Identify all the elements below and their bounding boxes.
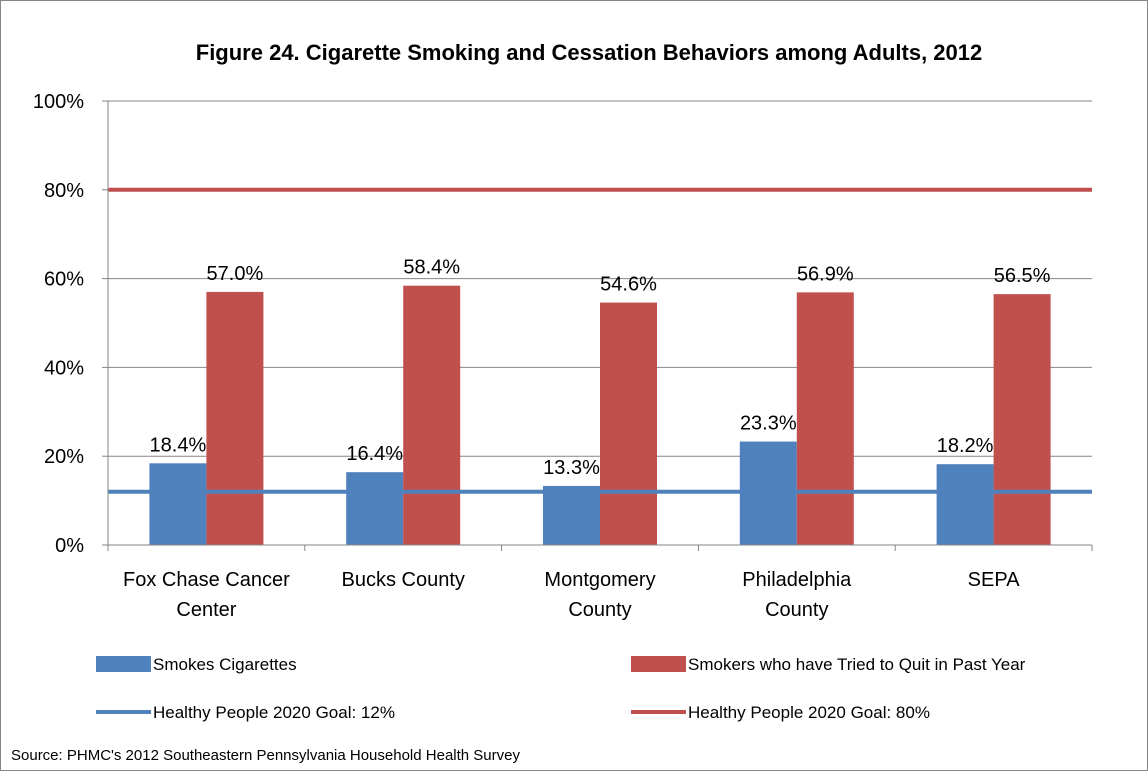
y-tick-label: 80% (44, 180, 84, 202)
category-label: Bucks County (342, 569, 465, 591)
chart-title: Figure 24. Cigarette Smoking and Cessati… (196, 40, 983, 65)
data-label: 54.6% (600, 274, 657, 296)
category-label-line: Montgomery (544, 569, 655, 591)
y-tick-label: 0% (55, 535, 84, 557)
legend: Smokes Cigarettes Smokers who have Tried … (96, 655, 1026, 722)
category-label-line: Fox Chase Cancer (123, 569, 290, 591)
axes: 0% 20% 40% 60% 80% 100% Fox Chase Cancer Center… (33, 91, 1093, 621)
category-label-line: County (568, 599, 631, 621)
legend-swatch (631, 656, 686, 672)
data-label: 56.5% (994, 265, 1051, 287)
goal-lines (108, 187, 1092, 494)
category-label: Philadelphia County (742, 569, 852, 621)
bar-tried-to-quit (403, 285, 461, 545)
category-label-line: County (765, 599, 828, 621)
data-label: 18.2% (937, 435, 994, 457)
category-label-line: Bucks County (342, 569, 465, 591)
category-label-line: SEPA (968, 569, 1021, 591)
bar-tried-to-quit (600, 302, 657, 545)
data-label: 18.4% (150, 434, 207, 456)
category-label: Fox Chase Cancer Center (123, 569, 290, 621)
chart-source: Source: PHMC's 2012 Southeastern Pennsyl… (11, 747, 520, 764)
legend-label: Smokes Cigarettes (153, 655, 297, 674)
y-tick-label: 40% (44, 357, 84, 379)
bar-tried-to-quit (993, 294, 1051, 545)
bar-smokes (936, 464, 994, 545)
y-tick-label: 20% (44, 446, 84, 468)
category-label-line: Philadelphia (742, 569, 852, 591)
bars (149, 285, 1051, 545)
category-label: Montgomery County (544, 569, 655, 621)
bar-smokes (543, 485, 600, 545)
data-label: 23.3% (740, 413, 797, 435)
legend-swatch (96, 656, 151, 672)
bar-tried-to-quit (796, 292, 854, 545)
bar-smokes (149, 463, 207, 545)
data-label: 57.0% (207, 263, 264, 285)
bar-smokes (346, 472, 404, 545)
bar-tried-to-quit (206, 291, 264, 545)
legend-label: Healthy People 2020 Goal: 12% (153, 703, 395, 722)
legend-label: Smokers who have Tried to Quit in Past Y… (688, 655, 1026, 674)
data-label: 56.9% (797, 263, 854, 285)
y-tick-label: 60% (44, 269, 84, 291)
category-label: SEPA (968, 569, 1021, 591)
data-labels: 18.4% 16.4% 13.3% 23.3% 18.2% 57.0% 58.4% 54.6%… (150, 257, 1051, 479)
data-label: 16.4% (346, 443, 403, 465)
data-label: 58.4% (403, 257, 460, 279)
y-tick-label: 100% (33, 91, 84, 113)
category-label-line: Center (176, 599, 236, 621)
legend-label: Healthy People 2020 Goal: 80% (688, 703, 930, 722)
data-label: 13.3% (543, 457, 600, 479)
